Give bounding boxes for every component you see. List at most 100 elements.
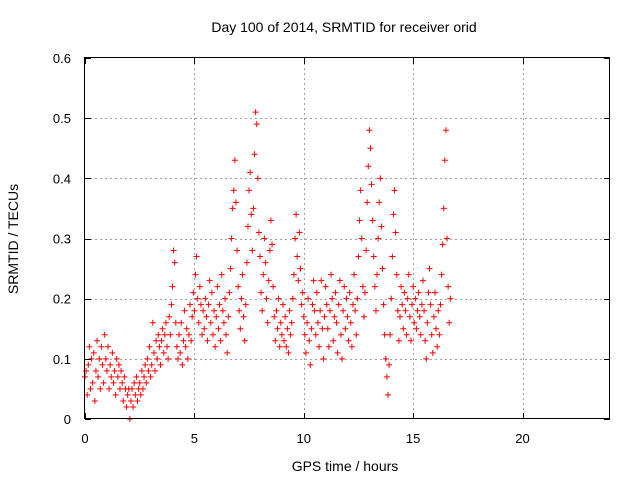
- data-point: [322, 283, 329, 290]
- data-point: [400, 325, 407, 332]
- data-point: [162, 319, 169, 326]
- data-point: [89, 379, 96, 386]
- data-point: [117, 385, 123, 392]
- data-point: [357, 187, 364, 194]
- data-point: [272, 337, 279, 344]
- data-point: [208, 289, 215, 296]
- data-point: [365, 163, 372, 170]
- data-point: [399, 301, 406, 308]
- data-point: [283, 343, 290, 350]
- data-point: [269, 241, 276, 248]
- data-point: [333, 319, 340, 326]
- data-point: [223, 331, 230, 338]
- data-point: [274, 325, 281, 332]
- data-point: [251, 151, 258, 158]
- data-point: [164, 343, 171, 350]
- data-point: [171, 259, 178, 266]
- data-point: [169, 283, 176, 290]
- data-point: [391, 187, 398, 194]
- data-point: [328, 271, 335, 278]
- data-point: [96, 355, 103, 362]
- data-point: [143, 379, 150, 386]
- data-point: [383, 373, 390, 380]
- data-point: [405, 271, 412, 278]
- data-point: [259, 307, 266, 314]
- data-point: [224, 349, 231, 356]
- data-point: [337, 331, 344, 338]
- data-point: [238, 295, 245, 302]
- data-point: [329, 295, 336, 302]
- data-point: [417, 331, 424, 338]
- data-point: [123, 403, 130, 410]
- data-point: [124, 391, 131, 398]
- data-point: [432, 289, 438, 296]
- data-point: [369, 217, 376, 224]
- data-point: [438, 271, 445, 278]
- x-tick-label: 5: [191, 431, 198, 446]
- data-point: [397, 313, 403, 320]
- data-point: [230, 187, 237, 194]
- data-point: [181, 307, 188, 314]
- data-point: [149, 319, 156, 326]
- data-point: [427, 301, 434, 308]
- data-point: [204, 337, 211, 344]
- data-point: [402, 307, 409, 314]
- data-point: [416, 313, 423, 320]
- data-point: [250, 205, 257, 212]
- data-point: [273, 307, 280, 314]
- data-point: [92, 367, 99, 374]
- data-point: [275, 295, 282, 302]
- data-point: [97, 385, 104, 392]
- data-point: [301, 331, 308, 338]
- data-point: [91, 397, 98, 404]
- data-point: [314, 319, 321, 326]
- data-point: [222, 295, 228, 302]
- data-point: [370, 253, 377, 260]
- data-point: [320, 355, 327, 362]
- data-point: [241, 337, 248, 344]
- data-point: [242, 301, 249, 308]
- data-point: [434, 343, 441, 350]
- data-point: [390, 211, 397, 218]
- data-point: [90, 349, 97, 356]
- data-point: [353, 331, 360, 338]
- y-tick-label: 0.3: [53, 232, 71, 247]
- data-point: [317, 307, 324, 314]
- data-point: [264, 319, 271, 326]
- data-point: [359, 283, 366, 290]
- data-point: [172, 319, 179, 326]
- data-point: [85, 361, 92, 368]
- data-point: [292, 235, 298, 242]
- data-point: [195, 319, 202, 326]
- data-point: [184, 355, 191, 362]
- plot-frame: [84, 57, 610, 419]
- data-point: [214, 283, 221, 290]
- data-point: [248, 211, 255, 218]
- data-point: [309, 301, 316, 308]
- data-point: [433, 325, 440, 332]
- data-point: [88, 355, 95, 362]
- data-point: [177, 349, 184, 356]
- data-point: [158, 337, 165, 344]
- data-point: [286, 307, 293, 314]
- data-point: [205, 301, 212, 308]
- data-point: [113, 355, 120, 362]
- data-point: [156, 343, 163, 350]
- data-point: [349, 301, 356, 308]
- data-point: [382, 355, 389, 362]
- data-point: [425, 289, 432, 296]
- data-point: [411, 319, 418, 326]
- data-point: [131, 379, 138, 386]
- data-point: [160, 349, 167, 356]
- data-point: [121, 373, 128, 380]
- data-point: [428, 331, 435, 338]
- data-point: [133, 373, 140, 380]
- data-point: [159, 325, 166, 332]
- data-point: [444, 235, 451, 242]
- data-point: [354, 295, 361, 302]
- data-point: [352, 307, 359, 314]
- data-point: [344, 313, 351, 320]
- data-point: [232, 199, 239, 206]
- data-point: [404, 295, 411, 302]
- x-axis-title: GPS time / hours: [292, 458, 399, 474]
